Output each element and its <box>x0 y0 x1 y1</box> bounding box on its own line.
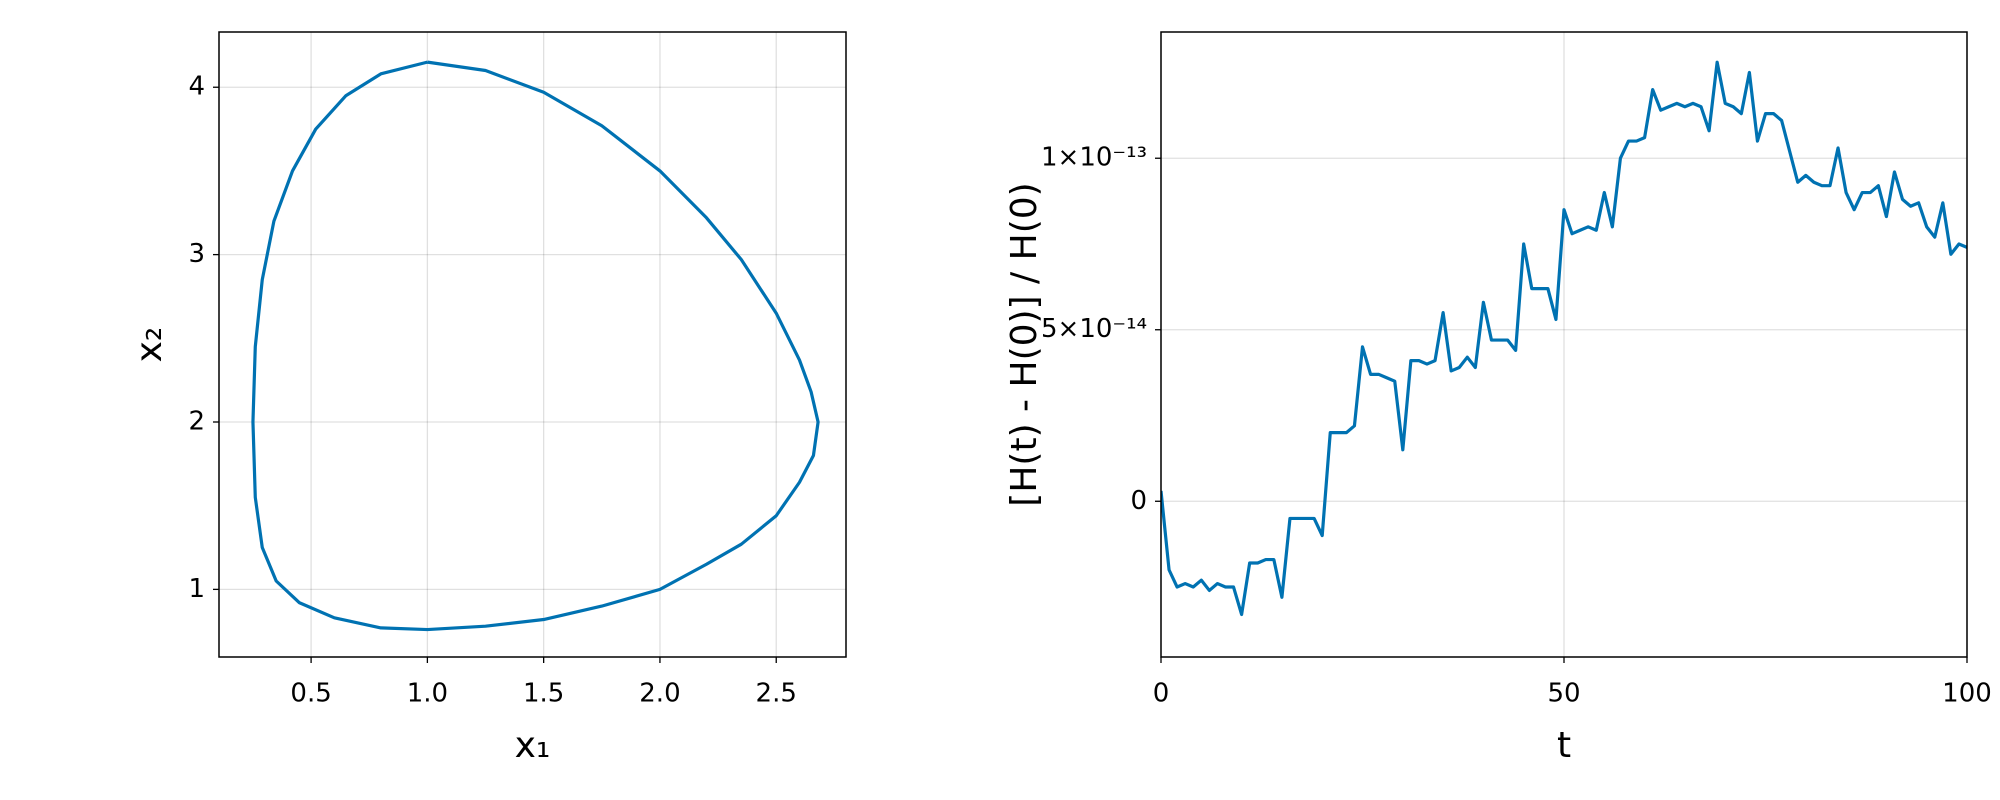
x-axis-label: x₁ <box>515 725 551 766</box>
x-tick-label: 1.5 <box>523 679 564 709</box>
y-tick-label: 2 <box>188 406 205 436</box>
y-tick-label: 0 <box>1130 486 1147 516</box>
x-tick-label: 2.5 <box>756 679 797 709</box>
x-axis-label: t <box>1557 725 1571 766</box>
x-tick-label: 50 <box>1547 679 1580 709</box>
y-tick-label: 1 <box>188 574 205 604</box>
data-line <box>1161 60 1967 617</box>
x-tick-label: 2.0 <box>639 679 680 709</box>
y-tick-label: 4 <box>188 72 205 102</box>
data-line <box>251 60 820 632</box>
y-tick-label: 5×10⁻¹⁴ <box>1041 314 1147 344</box>
y-axis-label: [H(t) - H(0)] / H(0) <box>1004 182 1045 506</box>
y-tick-label: 1×10⁻¹³ <box>1041 143 1147 173</box>
x-tick-label: 0 <box>1153 679 1170 709</box>
plot-frame <box>218 31 847 658</box>
y-tick-label: 3 <box>188 239 205 269</box>
x-tick-label: 0.5 <box>290 679 331 709</box>
x-tick-label: 100 <box>1942 679 1992 709</box>
x-tick-label: 1.0 <box>407 679 448 709</box>
plot-frame <box>1160 31 1968 658</box>
y-axis-label: x₂ <box>129 327 170 363</box>
